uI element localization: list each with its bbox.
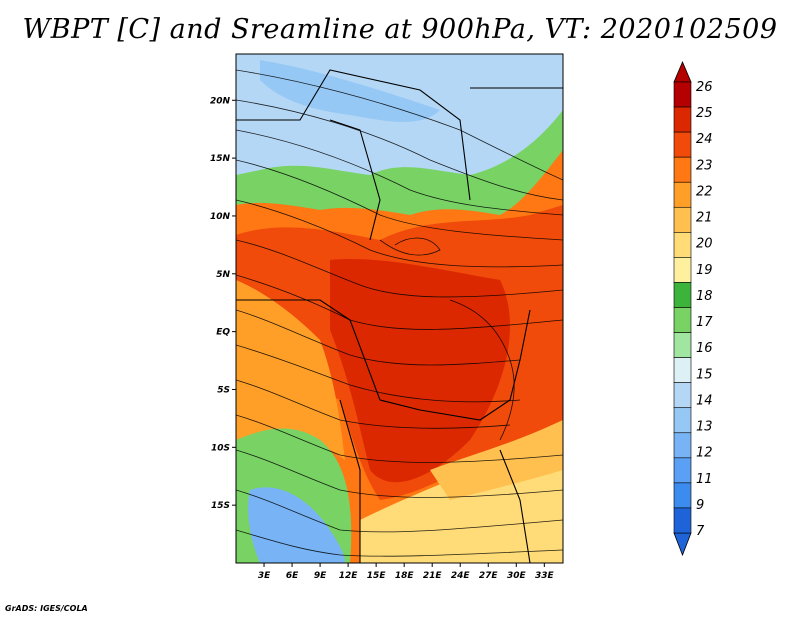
colorbar-segment xyxy=(673,106,692,133)
map-frame xyxy=(235,53,564,564)
colorbar-segment xyxy=(673,307,692,333)
lon-tick-label-30e: 30E xyxy=(507,571,527,581)
lat-tick-label-10s: 10S xyxy=(211,443,230,453)
colorbar-segment xyxy=(673,457,692,484)
colorbar-label-23: 23 xyxy=(696,158,713,173)
colorbar-label-12: 12 xyxy=(696,446,713,461)
colorbar-segment xyxy=(673,232,692,258)
lat-tick-label-20n: 20N xyxy=(210,96,231,106)
streamlines xyxy=(236,69,563,557)
lon-tick-label-18e: 18E xyxy=(395,571,415,581)
lat-tick-label-10n: 10N xyxy=(210,212,231,222)
lon-tick-label-3e: 3E xyxy=(258,571,271,581)
latitude-axis: 20N 15N 10N 5N EQ 5S 10S 15S xyxy=(210,96,236,511)
colorbar-label-14: 14 xyxy=(696,393,713,408)
colorbar-segment xyxy=(673,382,692,409)
colorbar-segment xyxy=(673,507,692,534)
colorbar-over-triangle xyxy=(673,60,692,83)
colorbar-label-13: 13 xyxy=(696,420,713,435)
colorbar: 26 25 24 23 22 21 20 19 18 17 16 15 14 13 12 11 9 7 xyxy=(673,60,713,557)
lat-tick-label-5s: 5S xyxy=(217,385,230,395)
lon-tick-label-21e: 21E xyxy=(423,571,443,581)
colorbar-segment xyxy=(673,156,692,183)
colorbar-label-17: 17 xyxy=(696,315,713,330)
colorbar-label-25: 25 xyxy=(696,106,713,121)
country-borders xyxy=(236,69,563,563)
lon-tick-label-24e: 24E xyxy=(451,571,471,581)
colorbar-label-22: 22 xyxy=(696,184,713,199)
colorbar-label-24: 24 xyxy=(696,132,713,147)
colorbar-segment xyxy=(673,407,692,434)
lat-tick-label-15n: 15N xyxy=(210,154,231,164)
colorbar-label-15: 15 xyxy=(696,367,713,382)
chart-title: WBPT [C] and Sreamline at 900hPa, VT: 20… xyxy=(22,14,778,45)
colorbar-segment xyxy=(673,181,692,208)
lon-tick-label-6e: 6E xyxy=(286,571,299,581)
lat-tick-label-15s: 15S xyxy=(211,501,230,511)
colorbar-segment xyxy=(673,282,692,308)
colorbar-label-11: 11 xyxy=(696,472,713,487)
colorbar-label-19: 19 xyxy=(696,263,713,278)
lat-tick-label-eq: EQ xyxy=(216,328,230,338)
longitude-axis: 3E 6E 9E 12E 15E 18E 21E 24E 27E 30E 33E xyxy=(258,563,555,581)
colorbar-segment xyxy=(673,257,692,283)
colorbar-under-triangle xyxy=(673,532,692,557)
colorbar-segment xyxy=(673,332,692,358)
colorbar-label-18: 18 xyxy=(696,289,713,304)
colorbar-label-7: 7 xyxy=(696,524,705,539)
colorbar-label-20: 20 xyxy=(696,237,713,252)
lat-tick-label-5n: 5N xyxy=(216,270,230,280)
colorbar-label-9: 9 xyxy=(696,498,704,513)
lon-tick-label-15e: 15E xyxy=(367,571,387,581)
colorbar-label-26: 26 xyxy=(696,80,713,95)
colorbar-label-16: 16 xyxy=(696,341,713,356)
colorbar-segment xyxy=(673,131,692,158)
colorbar-segment xyxy=(673,482,692,509)
colorbar-segment xyxy=(673,357,692,383)
colorbar-segment xyxy=(673,432,692,459)
colorbar-segment xyxy=(673,81,692,108)
colorbar-segment xyxy=(673,206,692,233)
lon-tick-label-12e: 12E xyxy=(339,571,359,581)
wbpt-field xyxy=(236,54,563,563)
colorbar-label-21: 21 xyxy=(696,211,713,226)
lon-tick-label-27e: 27E xyxy=(479,571,499,581)
lon-tick-label-33e: 33E xyxy=(535,571,555,581)
lon-tick-label-9e: 9E xyxy=(314,571,327,581)
grads-credit: GrADS: IGES/COLA xyxy=(5,604,88,613)
